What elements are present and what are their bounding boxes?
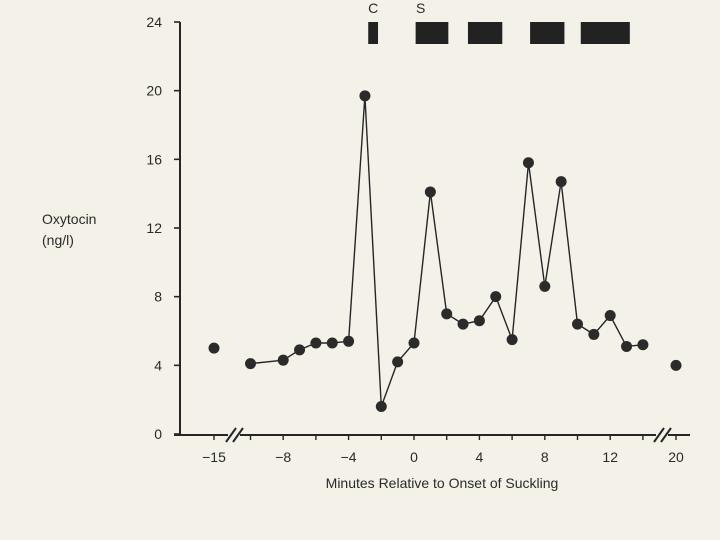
data-point <box>621 340 633 352</box>
data-point <box>294 344 306 356</box>
ticks: 0 4 8 12 16 20 24 −15 −8 −4 0 4 8 12 20 <box>146 14 684 465</box>
y-tick-label: 8 <box>154 289 162 305</box>
event-bar <box>530 22 565 44</box>
y-axis-label-line1: Oxytocin <box>42 211 96 227</box>
axis-break-mark-2 <box>653 427 665 443</box>
data-point <box>326 337 338 349</box>
x-tick-label: 12 <box>602 449 618 465</box>
data-point <box>555 176 567 188</box>
data-point <box>277 354 289 366</box>
y-tick-label: 20 <box>146 83 162 99</box>
data-point <box>375 401 387 413</box>
data-point <box>424 186 436 198</box>
event-bar <box>467 22 503 44</box>
axes <box>174 22 690 443</box>
data-point <box>490 291 502 303</box>
event-bar-label: C <box>368 0 378 16</box>
data-point <box>604 310 616 322</box>
data-point <box>572 318 583 330</box>
y-axis-label-line2: (ng/l) <box>42 232 74 248</box>
data-point <box>522 157 534 169</box>
series-line <box>250 95 643 407</box>
y-tick-label: 24 <box>146 14 162 30</box>
data-point <box>310 337 322 349</box>
x-tick-label: 8 <box>541 449 549 465</box>
x-tick-label: 0 <box>410 449 418 465</box>
data-point <box>408 337 420 349</box>
y-tick-label: 12 <box>146 220 162 236</box>
data-point <box>506 334 518 346</box>
y-tick-label: 0 <box>154 426 162 442</box>
y-tick-label: 16 <box>146 151 162 167</box>
data-point <box>588 328 600 340</box>
x-axis-label: Minutes Relative to Onset of Suckling <box>326 475 559 491</box>
series <box>250 95 643 407</box>
x-tick-label: −8 <box>275 449 291 465</box>
data-point <box>473 315 485 327</box>
event-bar-label: S <box>416 0 425 16</box>
event-bar <box>368 22 379 44</box>
data-point <box>539 280 551 292</box>
y-tick-label: 4 <box>154 357 162 373</box>
axis-break-mark-1 <box>232 427 244 443</box>
event-bar <box>580 22 630 44</box>
axis-break-mark-0 <box>225 427 237 443</box>
data-point <box>441 308 453 320</box>
data-point <box>392 356 404 368</box>
x-tick-label: 4 <box>476 449 484 465</box>
data-point <box>343 335 355 347</box>
data-point-isolated <box>208 342 220 354</box>
x-tick-label: −4 <box>341 449 357 465</box>
event-bar <box>415 22 449 44</box>
axis-break-mark-3 <box>660 427 672 443</box>
data-point <box>457 318 469 330</box>
data-point <box>359 90 371 102</box>
x-tick-label: 20 <box>668 449 684 465</box>
data-point <box>245 358 256 370</box>
data-point <box>637 339 649 351</box>
data-points <box>208 90 682 413</box>
x-tick-label: −15 <box>202 449 226 465</box>
data-point-isolated <box>670 359 682 371</box>
